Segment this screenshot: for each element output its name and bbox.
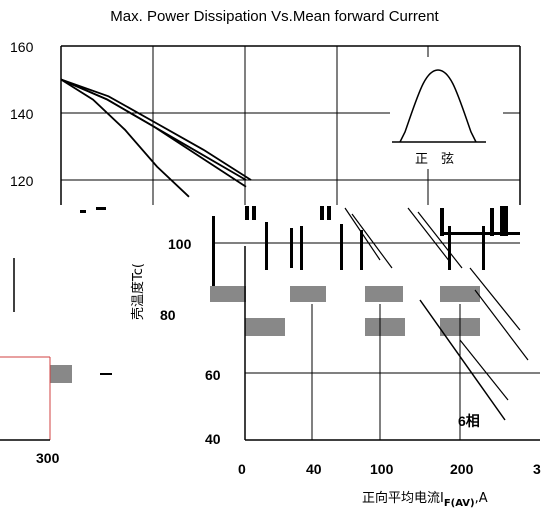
sine-wave-shape: [399, 69, 477, 143]
upper-y-tick-120: 120: [10, 173, 34, 189]
sine-inset: 正 弦: [390, 57, 503, 169]
upper-y-tick-140: 140: [10, 106, 34, 122]
lower-x-tick-100: 100: [370, 461, 394, 477]
glitch-band-gray: [50, 286, 480, 383]
sine-inset-label: 正 弦: [415, 151, 454, 167]
left-x-tick-300: 300: [36, 450, 60, 466]
lower-plot-frame: [244, 246, 540, 441]
lower-y-tick-40: 40: [205, 431, 221, 447]
lower-x-tick-3: 3: [533, 461, 541, 477]
glitch-diagonal-hatch: [344, 207, 529, 401]
lower-grid: [212, 242, 540, 440]
chart-title: Max. Power Dissipation Vs.Mean forward C…: [110, 8, 439, 25]
upper-series-line-1: [60, 78, 190, 198]
lower-x-tick-0: 0: [238, 461, 246, 477]
lower-x-tick-40: 40: [306, 461, 322, 477]
upper-series-group: [60, 78, 252, 198]
upper-series-line-4: [60, 78, 252, 181]
lower-y-tick-100: 100: [168, 236, 192, 252]
lower-x-axis-label: 正向平均电流IF(AV),A: [362, 490, 488, 509]
lower-y-axis-label: 壳温度Tc(: [130, 263, 146, 320]
lower-y-tick-80: 80: [160, 307, 176, 323]
lower-series-diagonal: [419, 299, 506, 421]
x-axis-label-main: 正向平均电流I: [362, 490, 444, 506]
upper-y-tick-160: 160: [10, 39, 34, 55]
left-partial-frame: [0, 258, 112, 441]
x-axis-label-subscript: F(AV): [444, 498, 475, 509]
lower-x-tick-200: 200: [450, 461, 474, 477]
glitch-band: [80, 206, 520, 286]
upper-series-line-3: [60, 78, 247, 181]
series-label-6-phase: 6相: [458, 413, 480, 429]
lower-y-tick-60: 60: [205, 367, 221, 383]
upper-plot-frame: [60, 45, 521, 205]
x-axis-label-suffix: ,A: [475, 491, 488, 506]
